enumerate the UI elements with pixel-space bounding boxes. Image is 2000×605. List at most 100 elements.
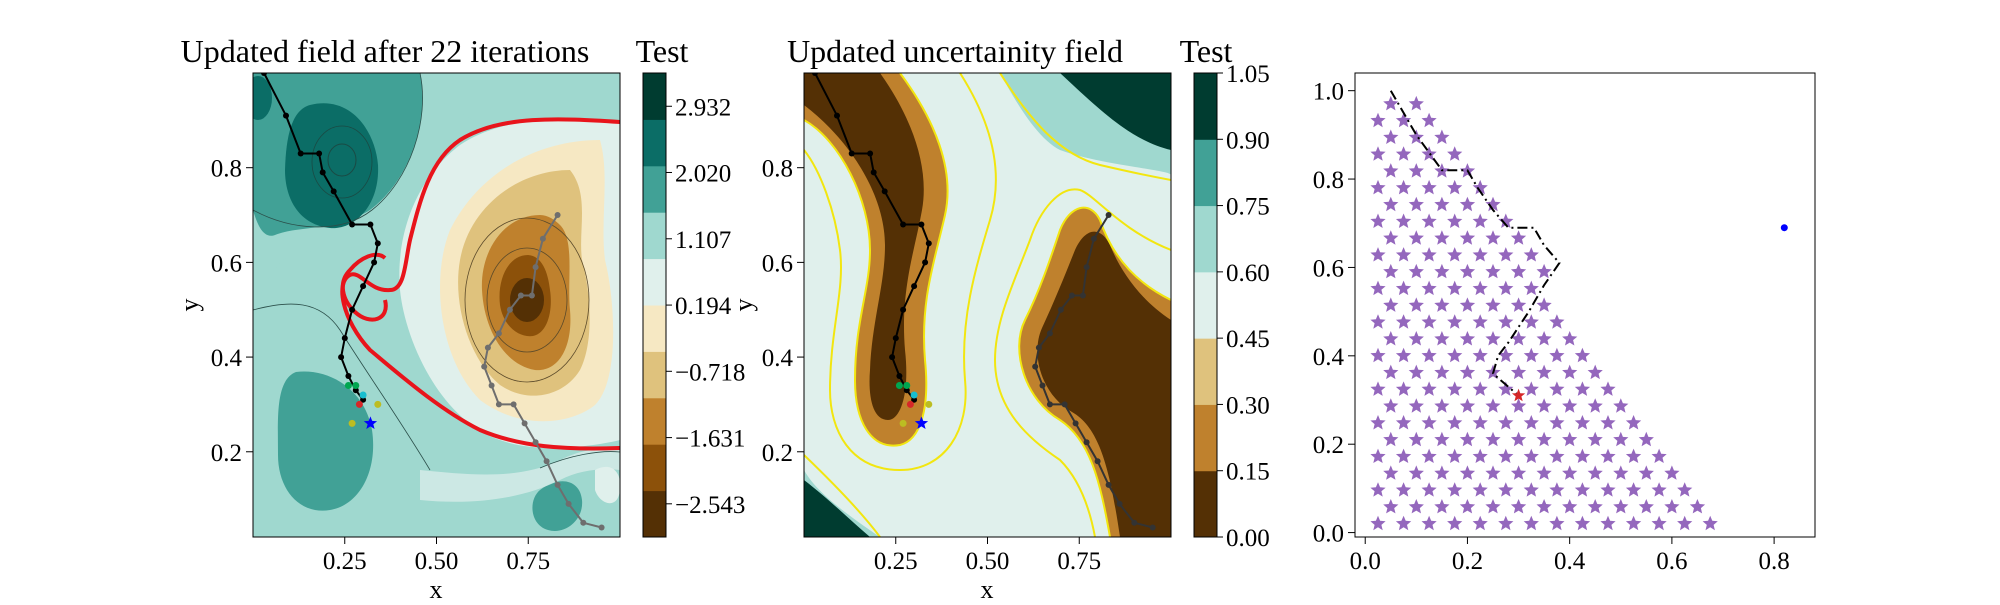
sampling-grid-star	[1421, 280, 1437, 296]
sampling-grid-star	[1434, 364, 1450, 380]
sampling-grid-star	[1562, 331, 1578, 346]
sampling-grid-star	[1472, 213, 1488, 228]
sampling-grid-star	[1370, 448, 1386, 463]
sampling-grid-star	[1395, 381, 1412, 396]
sampling-grid-star	[1549, 448, 1565, 463]
sampling-grid-star	[1459, 398, 1476, 413]
sampling-grid-star	[1459, 431, 1476, 447]
uncertainty-sample-point	[903, 382, 911, 389]
uncertainty-colorbar: 1.05 0.90 0.75 0.60 0.45 0.30 0.15 0.00	[1193, 61, 1270, 552]
sampling-grid-star	[1408, 95, 1424, 111]
sampling-grid-star	[1434, 230, 1450, 245]
sampling-grid-star	[1587, 398, 1603, 413]
sampling-grid-star	[1485, 398, 1501, 413]
field-colorbar-tick-label: −1.631	[675, 426, 745, 453]
field-trajectory-point	[283, 112, 289, 119]
field-colorbar-tick-label: −0.718	[675, 359, 745, 386]
uncertainty-trajectory-point	[848, 150, 855, 157]
field-colorbar-swatch	[643, 444, 666, 492]
sampling-grid-star	[1510, 465, 1527, 480]
uncertainty-trajectory-point	[1072, 420, 1079, 427]
uncertainty-colorbar-swatch	[1194, 470, 1217, 538]
field-x-label: x	[430, 575, 443, 600]
sampling-grid-star	[1395, 515, 1412, 531]
field-colorbar-tick-label: −2.543	[675, 492, 745, 519]
sampling-grid-star	[1523, 515, 1539, 531]
uncertainty-trajectory-point	[1083, 264, 1090, 271]
sampling-grid-star	[1523, 482, 1539, 497]
field-trajectory-point	[539, 235, 546, 242]
field-title: Updated field after 22 iterations	[181, 33, 590, 69]
sampling-grid-star	[1434, 465, 1450, 480]
sampling-grid-star	[1536, 297, 1552, 312]
sampling-grid-star	[1472, 482, 1488, 497]
field-trajectory-point	[506, 306, 513, 313]
sampling-grid-star	[1472, 381, 1488, 396]
sampling-grid-star	[1447, 213, 1463, 228]
sampling-grid-star	[1370, 280, 1386, 296]
field-colorbar-title: Test	[636, 33, 689, 69]
field-colorbar-swatch	[643, 305, 666, 352]
sampling-grid-star	[1587, 364, 1603, 380]
sampling-grid-star	[1523, 247, 1539, 262]
sampling-grid-star	[1383, 95, 1399, 111]
sampling-grid-star	[1613, 499, 1629, 514]
sampling-grid-star	[1549, 347, 1565, 363]
sampling-grid-star	[1447, 247, 1463, 262]
field-sample-point	[359, 391, 367, 399]
sampling-grid-star	[1510, 331, 1527, 346]
sampling-grid-star	[1574, 381, 1591, 396]
sampling-grid-star	[1702, 515, 1718, 531]
uncertainty-colorbar-tick-label: 0.60	[1226, 260, 1270, 287]
sampling-grid-star	[1408, 129, 1424, 144]
field-trajectory-point	[297, 150, 304, 157]
sampling-grid-star	[1613, 465, 1629, 480]
uncertainty-colorbar-title: Test	[1180, 33, 1233, 69]
uncertainty-trajectory-point	[1079, 292, 1086, 299]
uncertainty-x-tick-label: 0.50	[966, 548, 1010, 575]
sampling-grid-star	[1459, 230, 1476, 245]
sampling-grid-star	[1600, 415, 1616, 430]
field-trajectory-point	[488, 382, 495, 389]
sampling-grid-star	[1421, 179, 1437, 195]
field-colorbar-swatch	[643, 397, 666, 445]
sampling-grid-star	[1383, 129, 1399, 144]
sampling-grid-star	[1549, 415, 1565, 430]
field-trajectory-point	[521, 420, 528, 427]
field-trajectory-point	[528, 292, 535, 299]
sampling-grid-star	[1536, 431, 1552, 447]
field-colorbar-tick-label: 2.020	[675, 160, 731, 187]
uncertainty-trajectory-point	[922, 259, 929, 266]
uncertainty-colorbar-tick-label: 1.05	[1226, 61, 1270, 88]
sampling-grid-star	[1421, 314, 1437, 329]
sampling-grid-star	[1664, 465, 1680, 480]
field-y-tick-label: 0.6	[211, 250, 242, 277]
field-trajectory-point	[261, 73, 267, 76]
uncertainty-trajectory-point	[1116, 500, 1123, 507]
sampling-grid-star	[1562, 465, 1578, 480]
sampling-grid-star	[1498, 415, 1514, 430]
uncertainty-trajectory-point	[1046, 330, 1053, 337]
sampling-grid-star	[1383, 331, 1399, 346]
sampling-grid-star	[1408, 196, 1424, 212]
uncertainty-trajectory-point	[834, 112, 840, 119]
sampling-grid-star	[1498, 482, 1514, 497]
sampling-grid-star	[1523, 280, 1539, 296]
sampling-grid-star	[1408, 163, 1424, 178]
sampling-grid-star	[1434, 129, 1450, 144]
sampling-grid-star	[1677, 515, 1693, 531]
uncertainty-colorbar-tick-label: 0.45	[1226, 326, 1270, 353]
field-trajectory-point	[484, 344, 491, 351]
sampling-grid-star	[1434, 499, 1450, 514]
field-trajectory-point	[371, 259, 378, 266]
sampling-grid-star	[1472, 247, 1488, 262]
sampling-grid-star	[1370, 112, 1386, 128]
sampling-grid-star	[1395, 179, 1412, 195]
uncertainty-trajectory-point	[896, 373, 903, 379]
uncertainty-trajectory-point	[1057, 306, 1064, 313]
sampling-grid-star	[1574, 482, 1591, 497]
field-trajectory-point	[338, 354, 345, 361]
sampling-grid-star	[1574, 415, 1591, 430]
uncertainty-colorbar-swatch	[1194, 73, 1217, 140]
